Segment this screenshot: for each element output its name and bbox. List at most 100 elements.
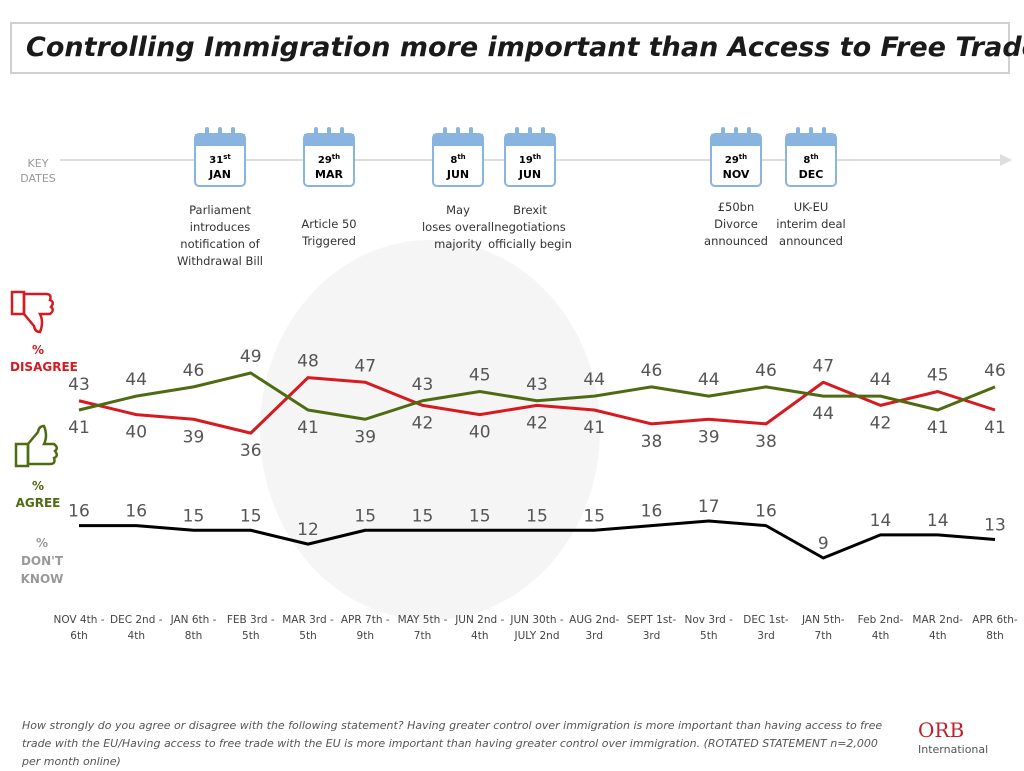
x-tick-label: MAR 2nd- 4th [912, 614, 964, 642]
data-label: 15 [240, 506, 262, 526]
thumbs-up-icon [14, 424, 58, 468]
event-description: Article 50 Triggered [301, 217, 357, 248]
x-tick-label: DEC 1st- 3rd [743, 614, 789, 642]
data-label: 39 [183, 427, 205, 447]
data-label: 45 [927, 366, 949, 386]
data-label: 13 [984, 516, 1006, 536]
data-label: 41 [984, 418, 1006, 438]
event-day-number: 8 [803, 155, 810, 166]
event-day-number: 19 [519, 155, 533, 166]
data-label: 12 [297, 520, 319, 540]
x-tick-label: APR 6th- 8th [972, 614, 1018, 642]
event-day-suffix: th [810, 153, 818, 161]
event-month: MAR [315, 168, 343, 181]
data-label: 41 [297, 418, 319, 438]
data-label: 48 [297, 352, 319, 372]
event-day: 29th [318, 153, 340, 166]
data-label: 14 [870, 511, 892, 531]
data-label: 42 [526, 413, 548, 433]
data-label: 43 [412, 375, 434, 395]
series-line [78, 371, 996, 421]
event-month: JUN [446, 168, 469, 181]
calendar-ring [734, 127, 738, 139]
calendar-ring [314, 127, 318, 139]
x-tick-label: Nov 3rd - 5th [684, 614, 733, 642]
event-day: 8th [803, 153, 818, 166]
event-day: 29th [725, 153, 747, 166]
data-label: 43 [68, 375, 90, 395]
data-label: 15 [412, 506, 434, 526]
data-label: 42 [870, 413, 892, 433]
data-label: 39 [354, 427, 376, 447]
series-line [79, 519, 996, 560]
thumbs-down-icon [10, 290, 54, 334]
event-day: 8th [450, 153, 465, 166]
event-month: NOV [723, 168, 750, 181]
data-label: 16 [125, 502, 147, 522]
event-description: May loses overall majority [421, 203, 495, 251]
calendar-ring [822, 127, 826, 139]
calendar-ring [231, 127, 235, 139]
x-tick-label: MAR 3rd - 5th [282, 614, 334, 642]
x-tick-label: AUG 2nd- 3rd [569, 614, 620, 642]
event-description: UK-EU interim deal announced [776, 200, 846, 248]
legend-label: % DISAGREE [10, 343, 78, 374]
background-swirl [260, 240, 600, 620]
calendar-ring [809, 127, 813, 139]
event-day-suffix: th [739, 153, 747, 161]
calendar-ring [747, 127, 751, 139]
calendar-ring [327, 127, 331, 139]
chart-title: Controlling Immigration more important t… [26, 32, 1024, 63]
data-label: 41 [927, 418, 949, 438]
series-line [78, 376, 996, 435]
event-day-number: 29 [318, 155, 332, 166]
data-label: 41 [68, 418, 90, 438]
event-description: Brexit negotiations officially begin [488, 203, 572, 251]
data-label: 42 [412, 413, 434, 433]
data-label: 17 [698, 497, 720, 517]
x-tick-label: JAN 5th- 7th [801, 614, 845, 642]
data-label: 36 [240, 441, 262, 461]
data-label: 44 [870, 370, 892, 390]
calendar-ring [721, 127, 725, 139]
data-label: 16 [641, 502, 663, 522]
data-label: 46 [641, 361, 663, 381]
legend-label: % DON'T KNOW [20, 536, 64, 586]
x-tick-label: MAY 5th - 7th [397, 614, 448, 642]
data-label: 39 [698, 427, 720, 447]
data-label: 16 [68, 502, 90, 522]
x-tick-label: JAN 6th - 8th [170, 614, 217, 642]
x-tick-label: FEB 3rd - 5th [226, 614, 275, 642]
event-day-suffix: th [457, 153, 465, 161]
data-label: 15 [583, 506, 605, 526]
x-tick-label: JUN 30th - JULY 2nd [510, 614, 564, 642]
data-label: 46 [755, 361, 777, 381]
logo: ORB [918, 718, 965, 742]
data-label: 15 [354, 506, 376, 526]
key-dates-label: KEY DATES [20, 157, 56, 185]
timeline-arrow [1000, 154, 1012, 166]
event-day-suffix: th [533, 153, 541, 161]
data-label: 38 [641, 432, 663, 452]
data-label: 15 [526, 506, 548, 526]
title-box: Controlling Immigration more important t… [10, 22, 1024, 74]
x-tick-label: DEC 2nd - 4th [109, 614, 163, 642]
data-label: 44 [812, 404, 834, 424]
data-label: 40 [125, 423, 147, 443]
event-month: DEC [799, 168, 824, 181]
event-description: Parliament introduces notification of Wi… [177, 203, 263, 268]
data-label: 44 [698, 370, 720, 390]
calendar-ring [205, 127, 209, 139]
calendar-ring [541, 127, 545, 139]
calendar-ring [340, 127, 344, 139]
x-tick-label: NOV 4th - 6th [53, 614, 105, 642]
legend-label: % AGREE [15, 479, 61, 510]
data-label: 47 [354, 356, 376, 376]
event-day-number: 29 [725, 155, 739, 166]
event-month: JAN [208, 168, 231, 181]
x-tick-label: SEPT 1st- 3rd [626, 614, 677, 642]
x-tick-label: JUN 2nd - 4th [455, 614, 505, 642]
calendar-ring [515, 127, 519, 139]
